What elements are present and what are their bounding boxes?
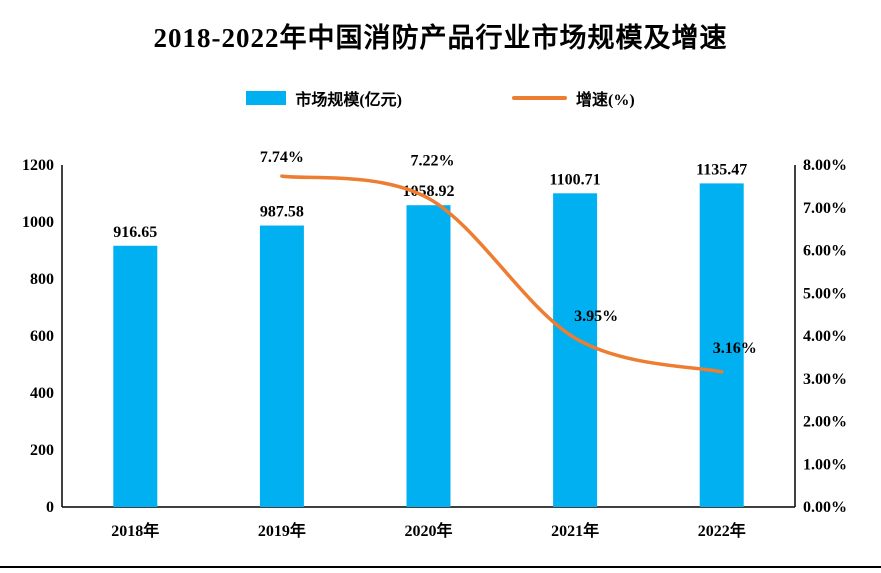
right-axis-tick-label: 6.00%: [803, 243, 847, 260]
market-size-bar: [699, 183, 744, 507]
market-size-bar: [553, 193, 598, 507]
bottom-border-line: [0, 566, 881, 568]
left-axis-tick-label: 400: [30, 385, 54, 402]
left-axis-tick-label: 600: [30, 328, 54, 345]
legend-label-market-size: 市场规模(亿元): [295, 92, 402, 109]
right-axis-tick-label: 4.00%: [803, 328, 847, 345]
right-axis-tick-label: 5.00%: [803, 285, 847, 302]
x-axis-label: 2021年: [551, 521, 599, 540]
x-axis-label: 2018年: [111, 521, 159, 540]
left-axis-tick-label: 800: [30, 271, 54, 288]
growth-value-label: 7.22%: [411, 152, 455, 169]
legend-label-growth: 增速(%): [576, 92, 635, 109]
right-axis-tick-label: 3.00%: [803, 371, 847, 388]
chart-title: 2018-2022年中国消防产品行业市场规模及增速: [153, 23, 728, 53]
growth-value-label: 7.74%: [260, 149, 304, 166]
legend-item-market-size: 市场规模(亿元): [246, 86, 402, 110]
left-axis-tick-label: 200: [30, 442, 54, 459]
right-axis-tick-label: 1.00%: [803, 456, 847, 473]
x-axis-label: 2022年: [698, 521, 746, 540]
market-size-bar: [113, 245, 158, 507]
x-axis-label: 2019年: [258, 521, 306, 540]
legend-item-growth: 增速(%): [512, 86, 635, 110]
right-axis-tick-label: 8.00%: [803, 157, 847, 174]
left-axis-tick-label: 1200: [22, 157, 54, 174]
right-axis-tick-label: 0.00%: [803, 499, 847, 516]
left-axis-tick-label: 1000: [22, 214, 54, 231]
market-size-bar: [406, 205, 451, 507]
market-size-bar: [259, 225, 304, 507]
chart-legend: 市场规模(亿元) 增速(%): [0, 86, 881, 110]
x-axis-label: 2020年: [404, 521, 452, 540]
growth-value-label: 3.95%: [574, 308, 618, 325]
right-axis-tick-label: 2.00%: [803, 414, 847, 431]
growth-value-label: 3.16%: [713, 340, 757, 357]
line-series-swatch-icon: [512, 96, 567, 100]
bar-value-label: 987.58: [260, 204, 304, 221]
bar-value-label: 916.65: [113, 224, 157, 241]
bar-series-swatch-icon: [246, 91, 287, 105]
right-axis-tick-label: 7.00%: [803, 200, 847, 217]
bar-value-label: 1100.71: [550, 171, 601, 188]
left-axis-tick-label: 0: [46, 499, 54, 516]
bar-value-label: 1058.92: [403, 183, 455, 200]
bar-value-label: 1135.47: [696, 161, 747, 178]
growth-rate-line: [280, 174, 724, 374]
